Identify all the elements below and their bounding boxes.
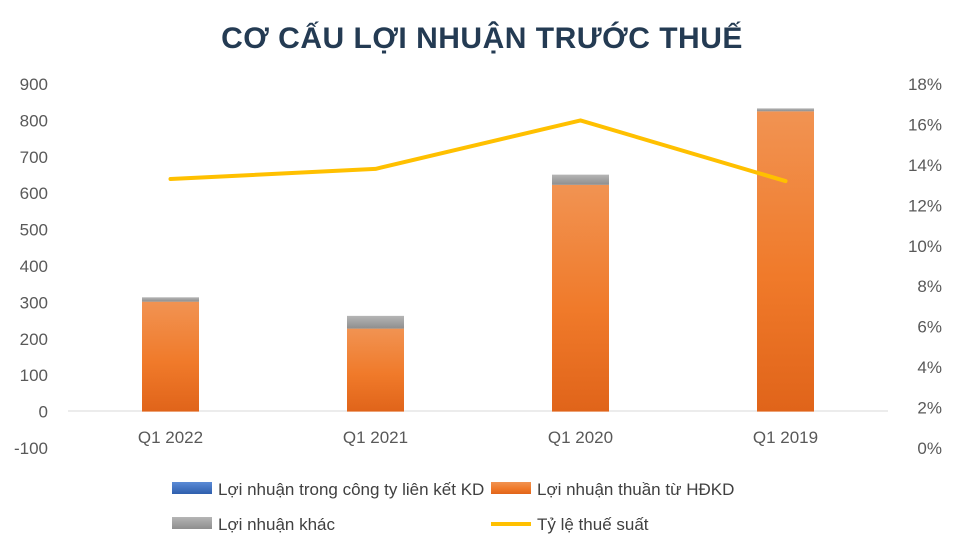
y-right-tick-label: 18% xyxy=(908,75,942,94)
y-left-tick-label: 300 xyxy=(20,293,48,312)
y-right-tick-label: 2% xyxy=(917,399,942,418)
tax-rate-line xyxy=(171,120,786,181)
bar-segment xyxy=(552,175,609,185)
x-axis: Q1 2022 Q1 2021 Q1 2020 Q1 2019 xyxy=(138,428,818,447)
legend-label: Tỷ lệ thuế suất xyxy=(537,515,649,534)
y-right-tick-label: 12% xyxy=(908,196,942,215)
y-left-tick-label: 600 xyxy=(20,184,48,203)
legend-label: Lợi nhuận khác xyxy=(218,515,336,534)
y-left-tick-label: 400 xyxy=(20,257,48,276)
y-right-tick-label: 6% xyxy=(917,318,942,337)
x-tick-label: Q1 2021 xyxy=(343,428,408,447)
y-right-tick-label: 8% xyxy=(917,277,942,296)
bars-group xyxy=(142,108,814,411)
x-tick-label: Q1 2019 xyxy=(753,428,818,447)
bar-segment xyxy=(142,297,199,301)
y-right-tick-label: 0% xyxy=(917,439,942,458)
y-left-tick-label: 200 xyxy=(20,330,48,349)
legend-swatch xyxy=(172,482,212,494)
bar-segment xyxy=(347,329,404,412)
bar-segment xyxy=(757,108,814,111)
y-left-tick-label: 0 xyxy=(39,403,48,422)
legend: Lợi nhuận trong công ty liên kết KD Lợi n… xyxy=(172,480,734,534)
legend-label: Lợi nhuận thuần từ HĐKD xyxy=(537,480,734,499)
y-right-tick-label: 10% xyxy=(908,237,942,256)
x-tick-label: Q1 2020 xyxy=(548,428,613,447)
legend-swatch xyxy=(172,517,212,529)
y-left-tick-label: 900 xyxy=(20,75,48,94)
tax-rate-line-group xyxy=(170,120,785,181)
y-axis-left: -100 0 100 200 300 400 500 600 700 800 900 xyxy=(14,75,48,458)
bar-segment xyxy=(757,111,814,411)
chart-title: CƠ CẤU LỢI NHUẬN TRƯỚC THUẾ xyxy=(221,21,743,55)
y-right-tick-label: 4% xyxy=(917,358,942,377)
x-tick-label: Q1 2022 xyxy=(138,428,203,447)
legend-label: Lợi nhuận trong công ty liên kết KD xyxy=(218,480,484,499)
y-left-tick-label: 500 xyxy=(20,221,48,240)
bar-segment xyxy=(142,302,199,412)
y-left-tick-label: 100 xyxy=(20,366,48,385)
y-right-tick-label: 14% xyxy=(908,156,942,175)
y-left-tick-label: 800 xyxy=(20,111,48,130)
y-left-tick-label: -100 xyxy=(14,439,48,458)
y-left-tick-label: 700 xyxy=(20,148,48,167)
y-axis-right: 0% 2% 4% 6% 8% 10% 12% 14% 16% 18% xyxy=(908,75,942,458)
y-right-tick-label: 16% xyxy=(908,115,942,134)
legend-swatch xyxy=(491,482,531,494)
bar-segment xyxy=(552,185,609,412)
bar-segment xyxy=(347,316,404,329)
